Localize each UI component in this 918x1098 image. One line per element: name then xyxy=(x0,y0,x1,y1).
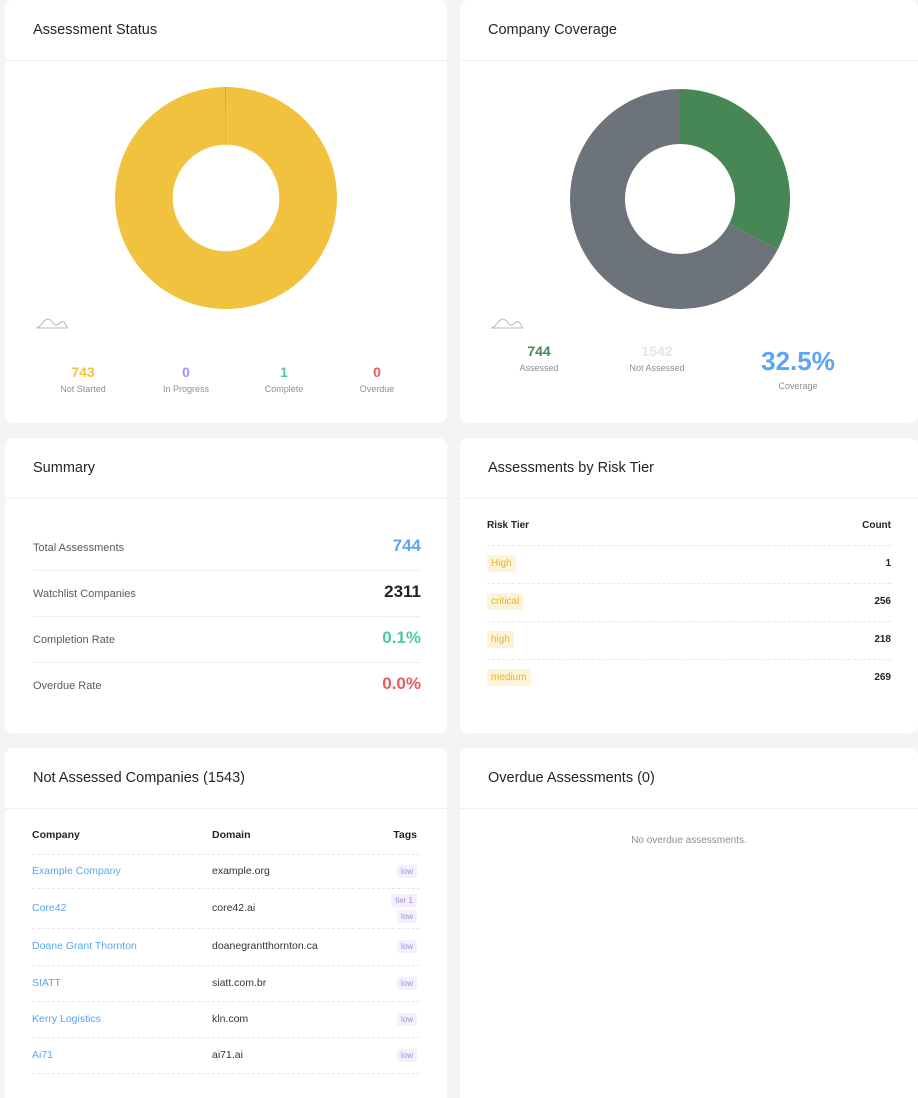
stat-coverage: 32.5% Coverage xyxy=(742,346,854,391)
not-assessed-title: Not Assessed Companies (1543) xyxy=(5,748,447,809)
stat-complete: 1 Complete xyxy=(251,364,317,394)
table-row: Core42 core42.ai tier 1 low xyxy=(32,889,420,929)
assessment-status-card: Assessment Status 743 Not Started 0 In P… xyxy=(5,0,447,423)
company-coverage-title: Company Coverage xyxy=(460,0,918,61)
summary-value: 0.1% xyxy=(382,628,421,647)
summary-row: Completion Rate 0.1% xyxy=(33,617,421,663)
company-domain: ai71.ai xyxy=(212,1049,243,1061)
empty-state-text: No overdue assessments. xyxy=(631,835,747,846)
risk-tier-card: Assessments by Risk Tier Risk Tier Count… xyxy=(460,438,918,733)
risk-tier-row: critical 256 xyxy=(487,584,891,622)
col-count: Count xyxy=(862,520,891,531)
company-link[interactable]: Doane Grant Thornton xyxy=(32,940,137,952)
summary-label: Watchlist Companies xyxy=(33,588,136,600)
col-risk-tier: Risk Tier xyxy=(487,520,530,531)
slice-not-assessed[interactable] xyxy=(570,89,778,309)
in-progress-label: In Progress xyxy=(162,384,210,394)
summary-row: Overdue Rate 0.0% xyxy=(33,663,421,709)
summary-title: Summary xyxy=(5,438,447,499)
not-assessed-card: Not Assessed Companies (1543) Company Do… xyxy=(5,748,447,1098)
risk-tier-title: Assessments by Risk Tier xyxy=(460,438,918,499)
tag-badge: low xyxy=(396,1049,417,1062)
complete-count: 1 xyxy=(280,364,288,380)
table-row: Kerry Logistics kln.com low xyxy=(32,1002,420,1038)
company-domain: core42.ai xyxy=(212,902,256,914)
risk-tier-badge: critical xyxy=(487,593,524,610)
stat-assessed: 744 Assessed xyxy=(506,343,572,373)
slice-complete[interactable] xyxy=(225,87,226,145)
risk-tier-count: 256 xyxy=(874,596,891,607)
overdue-title: Overdue Assessments (0) xyxy=(460,748,918,809)
chart-type-icon[interactable] xyxy=(35,316,69,330)
risk-tier-badge: medium xyxy=(487,669,531,686)
risk-tier-count: 269 xyxy=(874,672,891,683)
chart-type-icon[interactable] xyxy=(490,316,524,330)
not-started-count: 743 xyxy=(71,364,95,380)
in-progress-count: 0 xyxy=(182,364,190,380)
summary-label: Overdue Rate xyxy=(33,680,102,692)
tag-badge: low xyxy=(396,910,417,923)
tag-badge: low xyxy=(396,940,417,953)
summary-label: Completion Rate xyxy=(33,634,115,646)
tag-badge: low xyxy=(396,977,417,990)
overdue-count: 0 xyxy=(373,364,381,380)
not-assessed-count: 1542 xyxy=(641,343,673,359)
risk-tier-row: medium 269 xyxy=(487,660,891,698)
tag-badge: tier 1 xyxy=(391,894,417,907)
coverage-label: Coverage xyxy=(778,381,818,391)
stat-not-assessed: 1542 Not Assessed xyxy=(618,343,696,373)
tag-badge: low xyxy=(396,1013,417,1026)
risk-tier-count: 218 xyxy=(874,634,891,645)
company-link[interactable]: Example Company xyxy=(32,865,121,877)
assessment-status-title: Assessment Status xyxy=(5,0,447,61)
companies-table-header: Company Domain Tags xyxy=(32,829,420,855)
overdue-card: Overdue Assessments (0) No overdue asses… xyxy=(460,748,918,1098)
risk-tier-table-header: Risk Tier Count xyxy=(487,520,891,546)
overdue-label: Overdue xyxy=(359,384,395,394)
company-domain: kln.com xyxy=(212,1013,249,1025)
risk-tier-row: High 1 xyxy=(487,546,891,584)
slice-not-started[interactable] xyxy=(115,87,337,309)
summary-card: Summary Total Assessments 744 Watchlist … xyxy=(5,438,447,733)
company-coverage-donut xyxy=(570,89,790,309)
stat-not-started: 743 Not Started xyxy=(49,364,117,394)
stat-overdue: 0 Overdue xyxy=(348,364,406,394)
company-domain: siatt.com.br xyxy=(212,977,267,989)
table-row: Ai71 ai71.ai low xyxy=(32,1038,420,1074)
company-link[interactable]: Ai71 xyxy=(32,1049,54,1061)
company-link[interactable]: SIATT xyxy=(32,977,61,989)
col-tags: Tags xyxy=(393,829,417,841)
stat-in-progress: 0 In Progress xyxy=(151,364,221,394)
risk-tier-count: 1 xyxy=(885,558,891,569)
table-row: Example Company example.org low xyxy=(32,855,420,889)
company-domain: example.org xyxy=(212,865,270,877)
summary-row: Total Assessments 744 xyxy=(33,525,421,571)
summary-label: Total Assessments xyxy=(33,542,125,554)
assessed-label: Assessed xyxy=(519,363,559,373)
company-link[interactable]: Core42 xyxy=(32,902,67,914)
col-company: Company xyxy=(32,829,80,841)
company-coverage-card: Company Coverage 744 Assessed 1542 Not A… xyxy=(460,0,918,423)
risk-tier-row: high 218 xyxy=(487,622,891,660)
summary-value: 0.0% xyxy=(382,674,421,693)
not-started-label: Not Started xyxy=(60,384,106,394)
company-link[interactable]: Kerry Logistics xyxy=(32,1013,101,1025)
coverage-percent: 32.5% xyxy=(761,346,835,376)
col-domain: Domain xyxy=(212,829,251,841)
slice-assessed[interactable] xyxy=(680,89,790,250)
company-domain: doanegrantthornton.ca xyxy=(212,940,318,952)
assessment-status-donut xyxy=(115,87,337,309)
complete-label: Complete xyxy=(264,384,304,394)
risk-tier-badge: high xyxy=(487,631,514,648)
risk-tier-badge: High xyxy=(487,555,516,572)
summary-row: Watchlist Companies 2311 xyxy=(33,571,421,617)
tag-badge: low xyxy=(396,865,417,878)
table-row: Doane Grant Thornton doanegrantthornton.… xyxy=(32,929,420,966)
summary-value: 744 xyxy=(392,536,421,555)
assessed-count: 744 xyxy=(527,343,551,359)
not-assessed-label: Not Assessed xyxy=(629,363,685,373)
table-row: SIATT siatt.com.br low xyxy=(32,966,420,1002)
summary-value: 2311 xyxy=(384,582,421,601)
